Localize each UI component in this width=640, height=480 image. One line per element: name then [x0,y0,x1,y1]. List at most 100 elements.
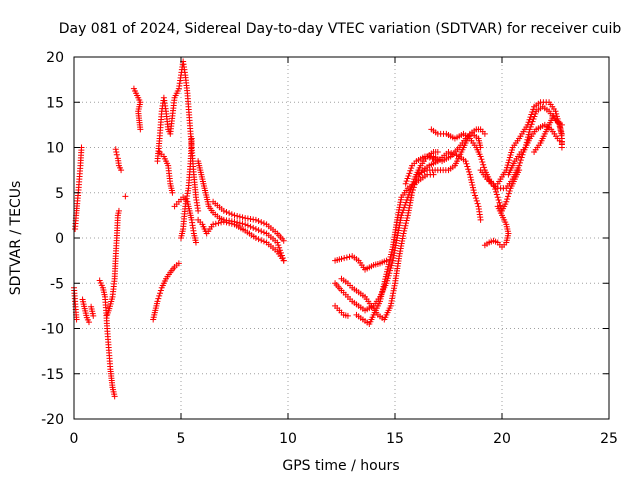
data-point [400,230,407,237]
y-tick-label: 10 [46,141,64,157]
data-point [504,196,511,203]
y-tick-label: 15 [46,95,64,111]
data-point [558,144,565,151]
data-point [252,216,259,223]
data-point [430,171,437,178]
data-point [226,210,233,217]
x-tick-label: 10 [279,431,297,447]
data-point [252,225,259,232]
series-arc-c1 [130,85,144,133]
data-point [524,134,531,141]
data-point [469,181,476,188]
data-point [450,151,457,158]
grid [74,57,609,419]
data-point [480,161,487,168]
x-tick-label: 25 [600,431,618,447]
series-arc-e2 [195,216,287,264]
series-arc-d4 [171,194,199,246]
data-point [466,171,473,178]
series-arc-g5 [477,167,523,214]
data-point [523,139,530,146]
data-point [405,191,412,198]
data-point [402,180,409,187]
data-point [479,158,486,165]
data-point [526,116,533,123]
data-point [220,207,227,214]
data-point [169,189,176,196]
data-point [481,164,488,171]
series-arc-f4 [338,158,441,323]
series-arc-g9 [531,112,565,156]
data-point [402,222,409,229]
series-arc-g2 [413,126,488,178]
series-arc-d2 [154,58,202,214]
data-point [405,172,412,179]
data-point [156,292,163,299]
data-point [468,176,475,183]
data-point [258,219,265,226]
data-point [408,165,415,172]
series-arc-g6 [481,203,512,251]
data-point [503,167,510,174]
series-arc-f5 [353,171,437,327]
data-point [260,238,267,245]
data-point [481,242,488,249]
data-point [530,116,537,123]
data-point [255,218,262,225]
data-point [277,247,284,254]
data-point [111,393,118,400]
data-point [404,175,411,182]
data-point [403,220,410,227]
data-point [432,156,439,163]
data-point [465,166,472,173]
series-arc-f3 [332,302,351,319]
data-point [155,295,162,302]
data-point [258,228,265,235]
data-point [403,178,410,185]
data-point [215,220,222,227]
data-point [525,119,532,126]
data-point [448,150,455,157]
data-point [247,223,254,230]
data-point [223,208,230,215]
data-point [343,254,350,261]
data-point [338,255,345,262]
data-point [477,216,484,223]
data-point [118,167,125,174]
data-point [73,316,80,323]
y-tick-label: -20 [41,412,64,428]
data-point [497,202,504,209]
data-point [507,152,514,159]
data-point [383,257,390,264]
series-arc-f1 [332,253,390,273]
series-arc-d1 [150,260,182,323]
data-point [218,219,225,226]
series-arc-g3 [424,149,484,223]
data-point [426,154,433,161]
data-point [477,153,484,160]
data-point [112,146,119,153]
data-point [250,224,257,231]
data-point [530,106,537,113]
data-point [493,188,500,195]
y-tick-label: -15 [41,367,64,383]
data-point [401,227,408,234]
data-point [464,163,471,170]
data-point [495,196,502,203]
data-point [231,212,238,219]
data-point [195,207,202,214]
data-point [552,108,559,115]
data-point [494,194,501,201]
data-point [524,121,531,128]
data-point [113,151,120,158]
data-point [239,220,246,227]
data-point [242,221,249,228]
data-point [518,154,525,161]
data-point [516,167,523,174]
data-points [71,58,565,400]
data-point [188,135,195,142]
series-arc-b3 [112,146,125,174]
data-point [212,220,219,227]
data-point [389,260,396,267]
